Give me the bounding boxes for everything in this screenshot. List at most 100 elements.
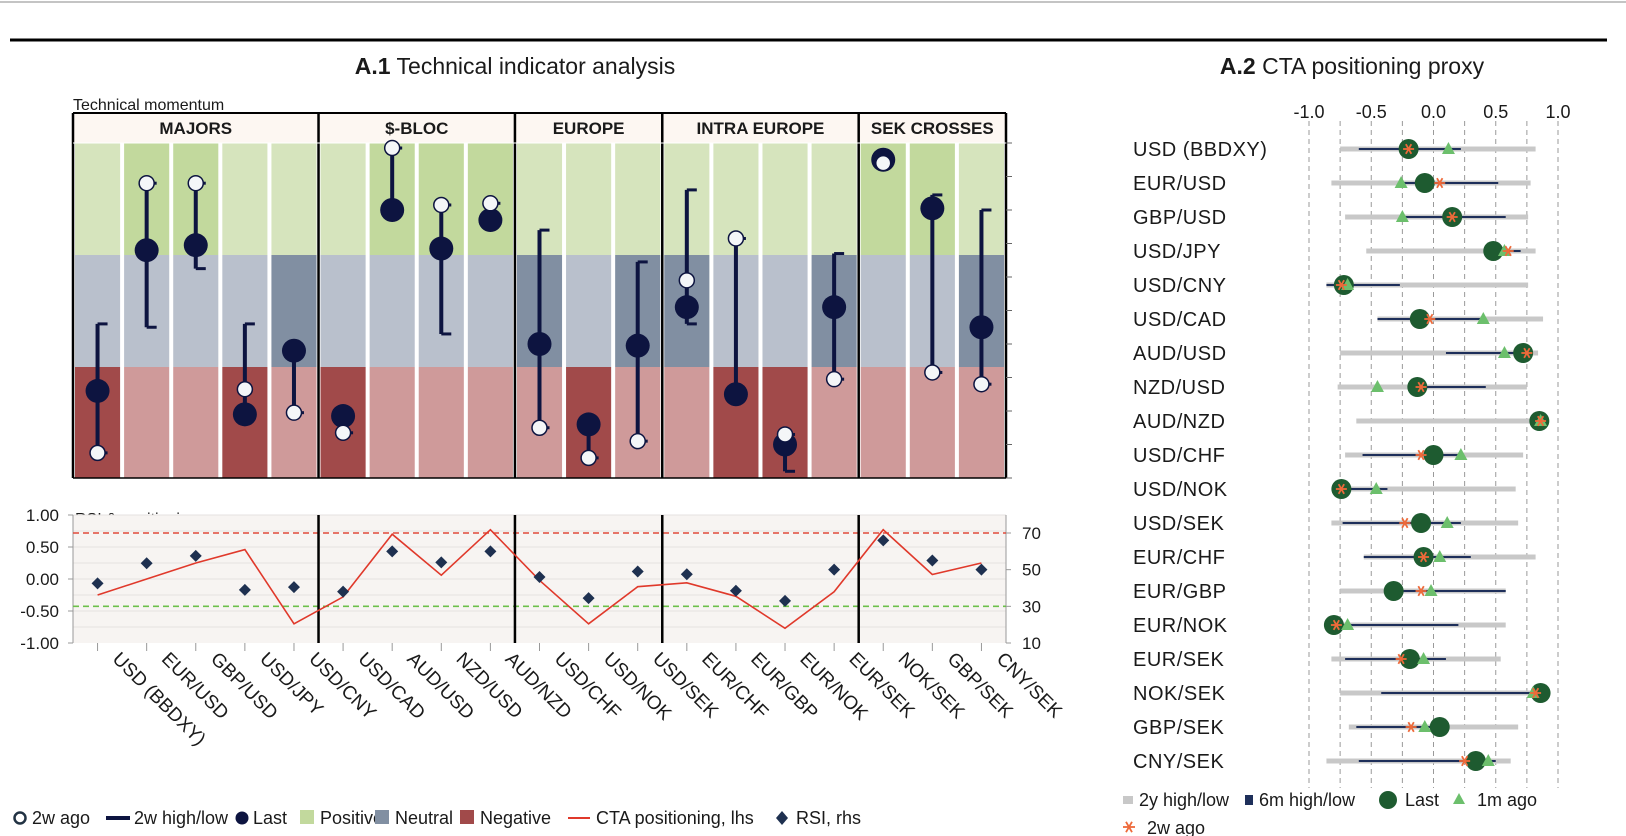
cta-row-label-usd-cad: USD/CAD xyxy=(1133,309,1227,331)
legend-cta-last-icon xyxy=(1379,791,1397,809)
rsi-marker-eur-chf xyxy=(680,568,693,581)
asterisk-stroke xyxy=(1337,483,1345,495)
zone-positive-cell xyxy=(566,143,612,255)
two-week-ago-marker-aud-nzd xyxy=(482,195,499,212)
asterisk-stroke xyxy=(1420,551,1428,563)
last-marker-usd-chf xyxy=(527,332,552,356)
rhs-tick-label: 70 xyxy=(1022,524,1041,543)
momentum-header-bg xyxy=(73,113,1006,143)
cta-one-month-marker-eur-chf xyxy=(1433,550,1447,562)
cta-two-week-marker-gbp-usd xyxy=(1446,211,1458,223)
cta-two-week-marker-nok-sek xyxy=(1530,687,1542,699)
rsi-marker-aud-nzd xyxy=(484,545,497,558)
group-header-sek-crosses: SEK CROSSES xyxy=(871,119,994,138)
legend-last-icon xyxy=(235,811,249,825)
legend-one-month-icon xyxy=(1453,793,1465,804)
cta-last-marker-usd-sek xyxy=(1411,513,1432,533)
rsi-marker-usd-bbdxy xyxy=(91,577,104,590)
legend-label-2w-ago: 2w ago xyxy=(32,808,90,828)
last-marker-eur-usd xyxy=(134,238,159,263)
two-week-ago-marker-usd-cad xyxy=(334,424,352,442)
last-marker-nzd-usd xyxy=(429,236,454,261)
rsi-marker-eur-sek xyxy=(828,563,841,576)
asterisk-stroke xyxy=(1405,143,1413,155)
asterisk-stroke xyxy=(1417,585,1425,597)
rsi-marker-usd-cad xyxy=(337,585,350,598)
two-week-ago-marker-eur-gbp xyxy=(727,230,745,247)
legend-six-month-icon xyxy=(1245,795,1253,805)
cta-row-label-aud-nzd: AUD/NZD xyxy=(1133,411,1225,433)
asterisk-stroke xyxy=(1532,687,1540,699)
rhs-tick-label: 10 xyxy=(1022,634,1041,653)
two-week-ago-marker-eur-usd xyxy=(138,174,155,192)
last-marker-eur-gbp xyxy=(723,382,748,407)
zone-neutral-cell xyxy=(369,255,415,367)
two-week-ago-marker-usd-nok xyxy=(580,449,597,467)
cta-two-week-marker-aud-usd xyxy=(1521,347,1533,359)
asterisk-stroke xyxy=(1523,347,1531,359)
cta-two-week-marker-usd-cny xyxy=(1335,279,1347,291)
legend2-label-6m: 6m high/low xyxy=(1259,790,1356,810)
cta-one-month-marker-usd-cny xyxy=(1341,278,1355,290)
zone-positive-cell xyxy=(615,143,661,255)
lhs-tick-label: -1.00 xyxy=(20,634,59,653)
a2-title: A.2 CTA positioning proxy xyxy=(1220,53,1485,79)
cta-last-marker-usd-chf xyxy=(1423,445,1444,465)
legend2-label-2w: 2w ago xyxy=(1147,818,1205,836)
lhs-tick-label: 0.00 xyxy=(26,570,59,589)
legend-two-week-ago-icon xyxy=(13,811,27,825)
legend-label-rsi: RSI, rhs xyxy=(796,808,861,828)
cta-two-week-marker-usd-chf xyxy=(1415,449,1427,461)
asterisk-stroke xyxy=(1401,517,1409,529)
group-header-europe: EUROPE xyxy=(553,119,625,138)
legend2-label-2y: 2y high/low xyxy=(1139,790,1230,810)
last-marker-cny-sek xyxy=(969,315,994,340)
legend2-label-last: Last xyxy=(1405,790,1439,810)
last-marker-eur-sek xyxy=(822,295,847,320)
last-marker-usd-jpy xyxy=(232,402,257,427)
cta-row-label-usd-nok: USD/NOK xyxy=(1133,479,1228,501)
two-week-ago-marker-usd-bbdxy xyxy=(89,444,106,462)
two-week-ago-marker-usd-cny xyxy=(285,404,303,421)
cta-row-label-eur-nok: EUR/NOK xyxy=(1133,615,1228,637)
zone-neutral-cell xyxy=(860,255,906,367)
cta-xtick-label: 0.0 xyxy=(1421,102,1446,122)
two-week-ago-marker-nzd-usd xyxy=(433,196,450,214)
a1-title-bold: A.1 xyxy=(355,53,391,79)
two-week-ago-marker-eur-nok xyxy=(776,426,794,443)
cta-row-label-cny-sek: CNY/SEK xyxy=(1133,751,1224,773)
cta-last-marker-eur-sek xyxy=(1399,649,1420,669)
cta-two-week-marker-usd-sek xyxy=(1399,517,1411,529)
asterisk-stroke xyxy=(1537,415,1545,427)
two-week-ago-marker-eur-sek xyxy=(825,370,843,388)
two-week-ago-marker-gbp-sek xyxy=(924,364,941,381)
last-marker-usd-bbdxy xyxy=(85,378,110,403)
two-week-ago-marker-eur-chf xyxy=(678,272,696,289)
legend-label-positive: Positive xyxy=(320,808,383,828)
zone-positive-cell xyxy=(762,143,808,255)
zone-positive-cell xyxy=(222,143,268,255)
legend-label-neutral: Neutral xyxy=(395,808,453,828)
two-week-ago-marker-usd-chf xyxy=(531,419,548,436)
last-marker-usd-sek xyxy=(625,333,650,358)
rsi-marker-gbp-sek xyxy=(926,554,939,567)
legend-two-year-icon xyxy=(1123,796,1133,804)
zone-negative-cell xyxy=(418,367,464,478)
cta-row-label-usd-bbdxy: USD (BBDXY) xyxy=(1133,139,1267,161)
cta-panel: -1.0 -0.5 0.0 0.5 1.0 USD (BBDXY) EUR/USD GBP/U… xyxy=(1133,102,1571,788)
rhs-tick-label: 50 xyxy=(1022,561,1041,580)
two-week-ago-marker-cny-sek xyxy=(973,375,990,393)
rhs-tick-label: 30 xyxy=(1022,597,1041,616)
legend-neutral-swatch xyxy=(375,810,389,824)
group-header-intra-europe: INTRA EUROPE xyxy=(697,119,825,138)
cta-last-marker-gbp-sek xyxy=(1429,717,1450,737)
cta-row-label-nok-sek: NOK/SEK xyxy=(1133,683,1226,705)
cta-two-week-marker-eur-nok xyxy=(1330,619,1342,631)
last-marker-aud-nzd xyxy=(478,208,503,233)
cta-one-month-marker-aud-usd xyxy=(1497,346,1511,358)
group-header-bloc: $-BLOC xyxy=(385,119,448,138)
cta-one-month-marker-usd-nok xyxy=(1369,482,1383,494)
cta-last-marker-eur-usd xyxy=(1414,173,1435,193)
a2-title-bold: A.2 xyxy=(1220,53,1256,79)
